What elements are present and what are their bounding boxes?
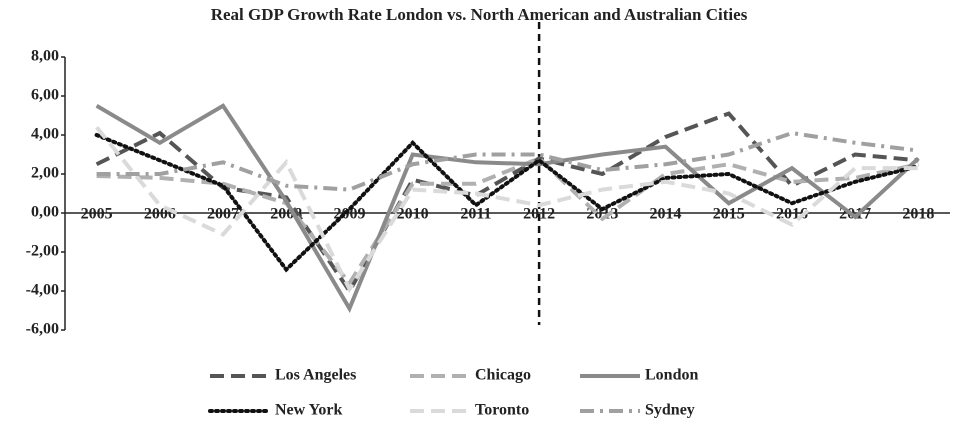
y-tick-label: 8,00: [31, 48, 59, 65]
x-tick-label: 2018: [902, 206, 934, 223]
x-tick-label: 2014: [650, 206, 682, 223]
x-tick-label: 2005: [81, 206, 113, 223]
y-tick-label: 4,00: [31, 126, 59, 143]
x-tick-label: 2010: [397, 206, 429, 223]
y-tick-label: 2,00: [31, 165, 59, 182]
series-line: [96, 156, 919, 287]
series-line: [95, 125, 919, 294]
series-line: [95, 103, 920, 314]
legend-label: Chicago: [475, 367, 531, 384]
legend-label: Sydney: [645, 402, 695, 419]
y-tick-label: 6,00: [31, 87, 59, 104]
y-tick-label: -4,00: [26, 282, 59, 299]
legend-label: London: [645, 367, 698, 384]
x-tick-label: 2011: [460, 206, 491, 223]
legend-label: Toronto: [475, 402, 529, 419]
series-line: [96, 130, 919, 192]
x-tick-label: 2015: [713, 206, 745, 223]
y-tick-label: -2,00: [26, 243, 59, 260]
series-line: [94, 133, 921, 273]
y-tick-label: -6,00: [26, 321, 59, 338]
x-tick-label: 2007: [207, 206, 239, 223]
chart-title: Real GDP Growth Rate London vs. North Am…: [211, 5, 748, 24]
legend-label: New York: [275, 402, 343, 419]
legend-label: Los Angeles: [275, 367, 356, 384]
y-tick-label: 0,00: [31, 204, 59, 221]
